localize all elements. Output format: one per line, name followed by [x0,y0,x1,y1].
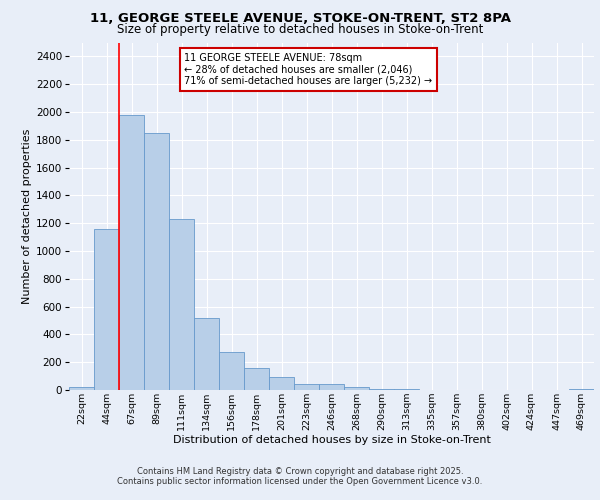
X-axis label: Distribution of detached houses by size in Stoke-on-Trent: Distribution of detached houses by size … [173,436,490,446]
Bar [269,378,294,390]
Bar [319,384,344,390]
Bar [369,388,394,390]
Y-axis label: Number of detached properties: Number of detached properties [22,128,32,304]
Bar [144,133,169,390]
Text: Size of property relative to detached houses in Stoke-on-Trent: Size of property relative to detached ho… [117,22,483,36]
Text: Contains public sector information licensed under the Open Government Licence v3: Contains public sector information licen… [118,477,482,486]
Bar [69,386,94,390]
Bar [219,352,244,390]
Bar [94,229,119,390]
Text: 11, GEORGE STEELE AVENUE, STOKE-ON-TRENT, ST2 8PA: 11, GEORGE STEELE AVENUE, STOKE-ON-TRENT… [89,12,511,26]
Bar [294,384,319,390]
Bar [119,115,144,390]
Text: Contains HM Land Registry data © Crown copyright and database right 2025.: Contains HM Land Registry data © Crown c… [137,467,463,476]
Bar [344,387,369,390]
Bar [194,318,219,390]
Bar [244,368,269,390]
Text: 11 GEORGE STEELE AVENUE: 78sqm
← 28% of detached houses are smaller (2,046)
71% : 11 GEORGE STEELE AVENUE: 78sqm ← 28% of … [185,53,433,86]
Bar [169,219,194,390]
